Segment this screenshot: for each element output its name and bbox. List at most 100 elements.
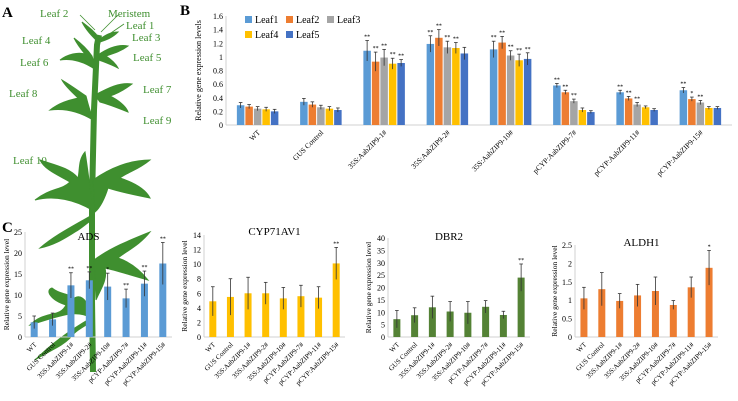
category-label: WT	[247, 128, 262, 143]
category-label: 35S:AabZIP9-2#	[409, 128, 452, 171]
leaf-4	[59, 37, 97, 72]
y-tick-label: 15	[14, 270, 22, 279]
chart-title: ADS	[77, 231, 99, 243]
significance-mark: **	[697, 94, 703, 100]
significance-mark: *	[708, 245, 711, 251]
bar-leaf5-pcyp-aabzip9-7	[587, 112, 595, 125]
significance-mark: **	[525, 47, 531, 53]
label-leaf-9: Leaf 9	[143, 115, 172, 127]
panel-a-letter: A	[2, 5, 13, 21]
y-tick-label: 40	[377, 234, 385, 243]
legend-label-leaf5: Leaf5	[296, 30, 319, 41]
chart-b: 0 0.2 0.4 0.6 0.8 1 1.2 1.4 1.6 Relative gene exp…	[194, 12, 732, 178]
bar-leaf2-35s-aabzip9-10	[498, 42, 506, 125]
bar-ads-gus-control	[49, 319, 57, 337]
leaf-9	[93, 230, 152, 301]
bar-cyp71av1-pcyp-aabzip9-7	[297, 296, 305, 337]
y-tick-label: 0	[381, 333, 385, 342]
bar-dbr2-wt	[393, 319, 401, 337]
category-label: 35S:AabZIP9-1#	[346, 128, 389, 171]
bar-leaf4-35s-aabzip9-2	[452, 48, 460, 125]
bar-leaf5-35s-aabzip9-10	[523, 58, 532, 126]
y-tick-label: 10	[377, 308, 385, 317]
bar-leaf5-pcyp-aabzip9-11	[650, 110, 658, 125]
y-axis-label: Relative gene expression levels	[194, 20, 203, 121]
bar-cyp71av1-gus-control	[226, 296, 234, 337]
bar-aldh1-35s-aabzip9-2	[634, 295, 642, 337]
y-tick-label: 1	[219, 53, 223, 62]
y-tick-label: 10	[193, 260, 201, 269]
category-label: pCYP:AabZIP9-11#	[592, 128, 642, 178]
significance-mark: **	[364, 35, 370, 41]
y-tick-label: 4	[197, 304, 201, 313]
y-tick-label: 10	[14, 291, 22, 300]
y-tick-label: 20	[377, 284, 385, 293]
y-tick-label: 1.5	[562, 278, 572, 287]
y-tick-label: 25	[14, 228, 22, 237]
label-leaf-6: Leaf 6	[20, 57, 49, 69]
bar-cyp71av1-pcyp-aabzip9-11	[315, 297, 323, 337]
bar-dbr2-gus-control	[411, 315, 419, 337]
bar-cyp71av1-35s-aabzip9-1	[244, 293, 252, 337]
leaf-1	[98, 31, 120, 43]
bar-leaf3-35s-aabzip9-2	[443, 47, 452, 125]
significance-mark: *	[106, 267, 109, 273]
bar-leaf5-35s-aabzip9-1	[397, 63, 405, 125]
bar-ads-35s-aabzip9-2	[85, 280, 93, 337]
bar-leaf3-35s-aabzip9-1	[380, 57, 388, 125]
leaf-6	[48, 78, 94, 121]
leaf-5	[94, 83, 134, 113]
significance-mark: **	[516, 48, 522, 54]
bar-leaf5-pcyp-aabzip9-15	[713, 107, 722, 125]
bar-leaf4-gus-control	[325, 108, 334, 125]
significance-mark: **	[554, 77, 560, 83]
y-tick-label: 6	[197, 289, 201, 298]
bar-leaf2-35s-aabzip9-1	[371, 61, 380, 125]
y-tick-label: 0.5	[562, 315, 572, 324]
legend-swatch-leaf1	[245, 16, 252, 23]
panel-b: B 0 0.2 0.4 0.6 0.8 1 1.2 1.4 1.6 Relative gene e…	[180, 3, 732, 178]
significance-mark: **	[373, 46, 379, 52]
legend-swatch-leaf2	[286, 16, 293, 23]
y-tick-label: 2	[568, 259, 572, 268]
bar-leaf4-35s-aabzip9-1	[388, 63, 397, 125]
label-leaf-10: Leaf 10	[13, 155, 47, 167]
bar-leaf1-wt	[236, 105, 245, 125]
panel-b-letter: B	[180, 3, 190, 19]
leaf-2	[81, 21, 100, 43]
bar-ads-35s-aabzip9-10	[104, 286, 112, 337]
significance-mark: **	[160, 237, 166, 243]
bar-leaf4-pcyp-aabzip9-11	[641, 107, 650, 125]
significance-mark: **	[453, 37, 459, 43]
significance-mark: **	[508, 45, 514, 51]
label-leaf-4: Leaf 4	[22, 35, 51, 47]
bar-aldh1-gus-control	[598, 289, 606, 337]
category-label: WT	[575, 340, 589, 354]
chart-dbr2: 0 5 10 15 20 25 30 35 40 Relative gene expression…	[364, 231, 530, 387]
bar-ads-35s-aabzip9-1	[67, 285, 75, 337]
significance-mark: **	[626, 90, 632, 96]
y-tick-label: 12	[193, 246, 201, 255]
bar-leaf3-35s-aabzip9-10	[506, 55, 515, 126]
leaf-8	[34, 150, 93, 249]
bar-leaf2-gus-control	[308, 104, 317, 125]
significance-mark: **	[499, 30, 505, 36]
significance-mark: **	[333, 241, 339, 247]
y-axis-label: Relative gene expression level	[364, 242, 373, 333]
bar-cyp71av1-35s-aabzip9-10	[279, 298, 287, 337]
label-leaf-8: Leaf 8	[9, 88, 38, 100]
panel-a: A	[2, 5, 172, 373]
bar-leaf1-pcyp-aabzip9-7	[553, 85, 561, 125]
category-label: GUS Control	[291, 128, 326, 163]
bar-leaf3-pcyp-aabzip9-7	[570, 101, 578, 125]
bar-leaf4-35s-aabzip9-10	[515, 60, 523, 125]
significance-mark: **	[390, 52, 396, 58]
bar-aldh1-pcyp-aabzip9-15	[705, 267, 713, 337]
bar-leaf4-wt	[262, 109, 270, 125]
y-tick-label: 0.8	[213, 67, 223, 76]
bar-leaf1-pcyp-aabzip9-11	[616, 92, 624, 125]
y-tick-label: 1.4	[213, 26, 223, 35]
leaf-labels: Leaf 2 Meristem Leaf 1 Leaf 3 Leaf 4 Lea…	[9, 8, 172, 167]
panel-c-letter: C	[2, 220, 13, 236]
